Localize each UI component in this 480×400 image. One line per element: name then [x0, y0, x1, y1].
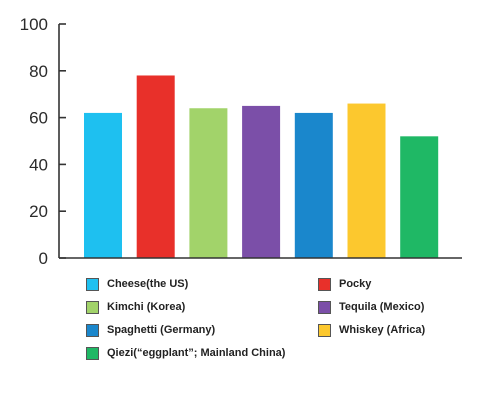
y-tick-label: 20 — [29, 202, 48, 221]
bars — [84, 75, 439, 259]
legend-item: Pocky — [318, 276, 371, 292]
y-axis: 0 20 40 60 80 100 — [20, 15, 66, 268]
legend-item: Whiskey (Africa) — [318, 322, 425, 338]
legend-swatch — [318, 300, 331, 314]
bar — [400, 136, 439, 258]
bar — [347, 103, 386, 258]
y-tick-label: 60 — [29, 109, 48, 128]
bar-chart: 0 20 40 60 80 100 — [20, 15, 462, 268]
legend-label: Whiskey (Africa) — [339, 324, 426, 336]
legend-swatch — [318, 323, 331, 337]
legend-swatch — [86, 346, 99, 360]
legend-item: Qiezi(“eggplant”; Mainland China) — [86, 345, 285, 361]
y-tick-label: 40 — [29, 155, 48, 174]
y-tick-label: 0 — [39, 249, 48, 268]
legend-label: Tequila (Mexico) — [339, 301, 425, 313]
legend-swatch — [318, 277, 331, 291]
legend-swatch — [86, 277, 99, 291]
legend-swatch — [86, 300, 99, 314]
legend-label: Spaghetti (Germany) — [107, 324, 216, 336]
legend-label: Qiezi(“eggplant”; Mainland China) — [107, 347, 286, 359]
bar — [294, 112, 333, 258]
bar — [84, 112, 122, 258]
y-tick-label: 100 — [20, 15, 48, 34]
legend-item: Tequila (Mexico) — [318, 299, 424, 315]
legend-item: Kimchi (Korea) — [86, 299, 185, 315]
y-tick-label: 80 — [29, 62, 48, 81]
legend-item: Spaghetti (Germany) — [86, 322, 215, 338]
legend-label: Kimchi (Korea) — [107, 301, 186, 313]
legend-label: Cheese(the US) — [107, 278, 189, 290]
bar — [189, 108, 228, 259]
legend-label: Pocky — [339, 278, 372, 290]
bar — [242, 105, 281, 259]
bar — [136, 75, 175, 258]
legend-item: Cheese(the US) — [86, 276, 188, 292]
legend-swatch — [86, 323, 99, 337]
